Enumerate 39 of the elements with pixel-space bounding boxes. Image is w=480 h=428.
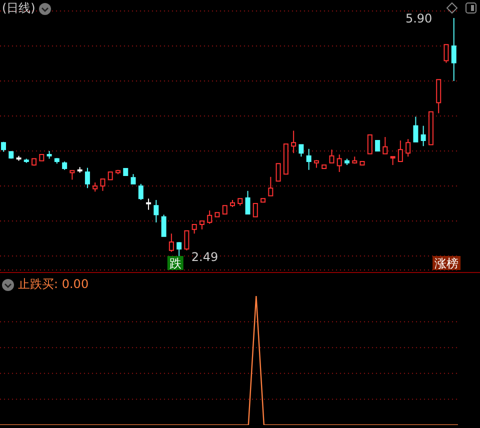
candlestick	[413, 116, 418, 142]
candlestick	[406, 138, 411, 158]
candlestick	[291, 130, 296, 154]
candlestick	[138, 183, 144, 200]
candlestick	[70, 170, 75, 180]
candlestick	[92, 182, 98, 192]
candlestick	[444, 44, 449, 64]
annotation: 2.49	[191, 250, 218, 264]
candlestick	[161, 214, 166, 237]
candlestick	[375, 140, 380, 152]
candlestick	[329, 149, 334, 164]
candlestick	[184, 230, 190, 251]
candlestick	[420, 125, 426, 147]
chart-title: (日线)	[2, 1, 36, 15]
candlestick	[100, 178, 106, 192]
candlestick	[382, 136, 388, 154]
candlestick	[207, 210, 212, 224]
candlestick	[298, 144, 304, 158]
candlestick	[436, 79, 442, 114]
candlestick	[398, 140, 403, 162]
candlestick	[130, 174, 136, 184]
candlestick	[252, 203, 258, 218]
candlestick	[84, 167, 90, 189]
candlestick	[168, 233, 174, 252]
candlestick	[154, 200, 159, 223]
candlestick	[192, 224, 197, 234]
candlestick	[268, 176, 274, 196]
candlestick	[176, 242, 182, 258]
candlestick	[451, 18, 456, 82]
annotation: 跌	[169, 256, 182, 270]
annotation: 涨榜	[434, 256, 459, 270]
candlestick	[306, 148, 312, 170]
candlestick	[336, 154, 342, 172]
candlestick	[276, 163, 281, 182]
chart-title: 止跌买: 0.00	[18, 277, 89, 291]
candlestick	[146, 198, 152, 210]
candlestick	[367, 134, 372, 154]
annotation: 5.90	[405, 11, 432, 26]
candlestick	[245, 190, 250, 214]
